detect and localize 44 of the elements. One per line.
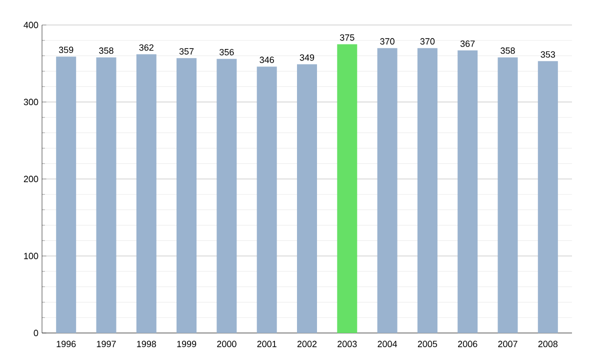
bar [297, 64, 318, 333]
x-tick-label: 2006 [458, 340, 478, 348]
y-tick-label: 200 [24, 176, 38, 182]
y-tick-label: 300 [24, 98, 38, 106]
y-tick-label: 400 [24, 22, 38, 28]
y-tick-label: 0 [34, 330, 38, 336]
x-tick-label: 2003 [338, 340, 357, 348]
x-tick-label: 1998 [137, 340, 156, 348]
data-label: 353 [540, 51, 556, 58]
bar [256, 66, 277, 333]
bar [377, 48, 398, 333]
data-label: 357 [179, 48, 194, 55]
x-tick-label: 2000 [217, 340, 236, 348]
data-label: 370 [380, 38, 394, 45]
data-label: 356 [220, 48, 234, 56]
y-tick-label: 100 [24, 252, 38, 260]
bar [56, 56, 76, 333]
x-tick-label: 1997 [96, 340, 116, 348]
data-label: 349 [300, 54, 314, 61]
data-label: 359 [58, 46, 74, 54]
bar [176, 58, 197, 333]
data-label: 367 [460, 40, 475, 47]
bar [216, 58, 237, 333]
x-tick-label: 2007 [498, 340, 518, 348]
bar [417, 48, 438, 333]
bar [498, 57, 518, 333]
x-tick-label: 1999 [177, 340, 196, 348]
bar [136, 54, 156, 333]
x-tick-label: 1996 [56, 340, 76, 348]
bar [337, 44, 358, 333]
data-label: 375 [340, 34, 354, 41]
x-tick-label: 2004 [378, 340, 398, 348]
data-label: 358 [99, 47, 114, 54]
bar [538, 61, 558, 333]
bar [96, 57, 116, 333]
data-label: 362 [139, 44, 154, 51]
data-label: 358 [500, 47, 515, 54]
x-tick-label: 2008 [538, 340, 558, 348]
data-label: 346 [260, 56, 274, 64]
x-tick-label: 2002 [297, 340, 317, 348]
x-tick-label: 2001 [257, 340, 276, 348]
x-tick-label: 2005 [418, 340, 438, 348]
bar [458, 50, 478, 333]
data-label: 370 [420, 38, 435, 45]
